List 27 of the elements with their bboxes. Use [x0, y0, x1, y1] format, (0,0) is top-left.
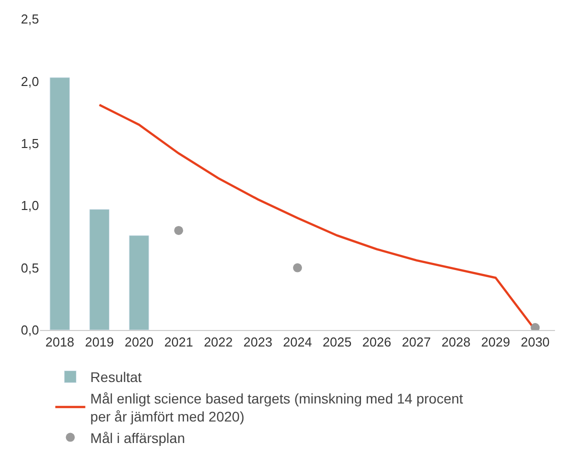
point — [293, 263, 302, 272]
x-tick-label: 2024 — [283, 334, 312, 350]
y-tick-label: 2,5 — [20, 12, 39, 27]
x-tick-label: 2022 — [204, 334, 233, 350]
bar — [128, 235, 150, 330]
y-tick-label: 0,0 — [20, 322, 39, 338]
legend-label: Mål i affärsplan — [90, 430, 185, 446]
x-tick-label: 2028 — [442, 334, 470, 350]
x-tick-label: 2018 — [45, 334, 74, 350]
x-tick-label: 2025 — [322, 334, 352, 350]
x-tick-label: 2021 — [164, 334, 194, 350]
point — [174, 226, 184, 235]
x-tick-label: 2026 — [362, 334, 392, 350]
y-tick-label: 1,5 — [20, 136, 39, 151]
y-tick-label: 2,0 — [20, 74, 39, 89]
x-tick-label: 2030 — [520, 334, 550, 350]
bar — [50, 77, 70, 330]
x-tick-label: 2023 — [243, 334, 272, 350]
y-tick-label: 0,5 — [20, 260, 39, 276]
legend-label: Resultat — [90, 369, 142, 386]
legend-label: Mål enligt science based targets (minskning med 14 procent per år jämfört med 2020) — [90, 390, 464, 425]
y-tick-label: 1,0 — [20, 198, 39, 214]
x-tick-label: 2019 — [84, 334, 114, 350]
x-tick-label: 2020 — [124, 334, 154, 350]
bar — [89, 209, 110, 330]
x-tick-label: 2027 — [402, 334, 431, 350]
x-tick-label: 2029 — [481, 334, 510, 350]
